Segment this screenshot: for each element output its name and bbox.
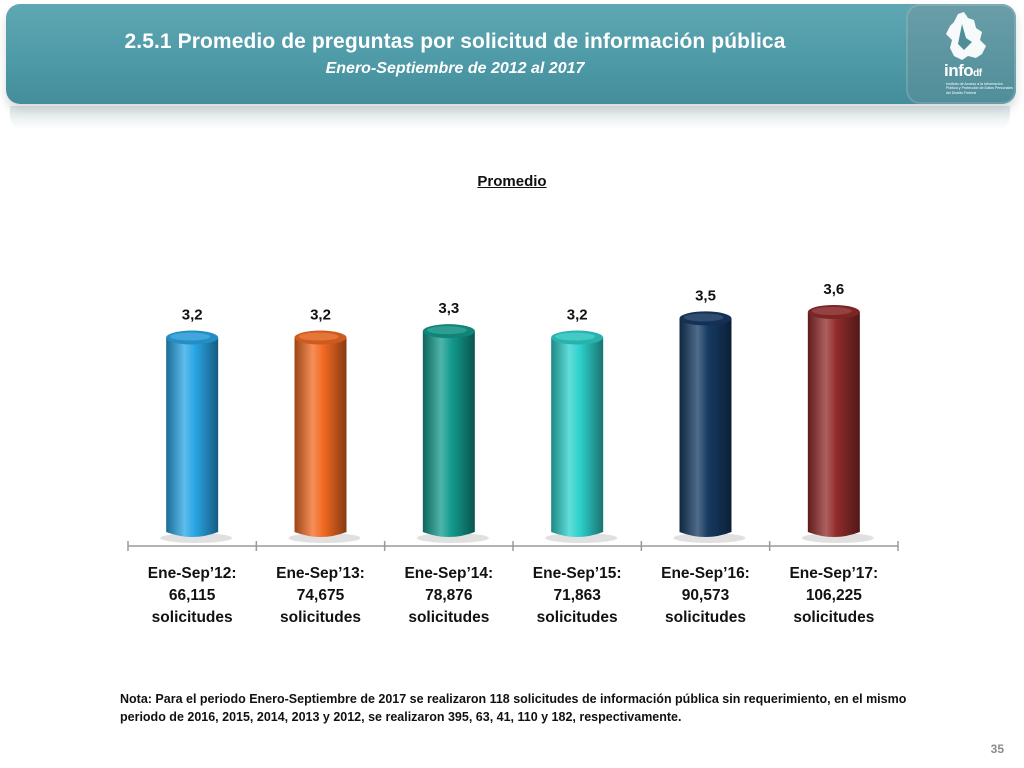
value-label: 3,3	[438, 300, 459, 317]
logo-wordmark: infodf	[944, 61, 982, 81]
category-label: Ene-Sep’16:	[661, 565, 750, 582]
footnote: Nota: Para el periodo Enero-Septiembre d…	[120, 692, 907, 724]
bar	[294, 337, 347, 537]
map-icon	[946, 12, 986, 60]
category-label: solicitudes	[537, 609, 618, 626]
bar-cap-highlight	[683, 313, 724, 322]
bar-cap-highlight	[426, 326, 467, 335]
category-label: Ene-Sep’15:	[533, 565, 622, 582]
bar-cap-highlight	[811, 307, 852, 315]
category-label: Ene-Sep’17:	[789, 565, 878, 582]
page-subtitle: Enero-Septiembre de 2012 al 2017	[325, 60, 585, 77]
bar-cap-highlight	[555, 332, 596, 341]
logo-suffix: df	[973, 68, 982, 79]
bar	[679, 318, 732, 537]
logo-caption: Instituto de Acceso a la Información Púb…	[946, 82, 1013, 95]
header-reflection	[10, 106, 1010, 130]
category-label: 90,573	[682, 587, 730, 604]
bar-cap-highlight	[298, 332, 339, 341]
bar	[422, 331, 475, 537]
category-label: solicitudes	[793, 609, 874, 626]
bar	[807, 312, 860, 537]
header-banner	[6, 4, 1016, 104]
logo-box	[906, 4, 1016, 104]
category-label: Ene-Sep’14:	[404, 565, 493, 582]
value-label: 3,2	[567, 307, 588, 324]
category-label: 66,115	[169, 587, 216, 604]
bar-cap-highlight	[170, 332, 211, 341]
category-label: 71,863	[553, 587, 601, 604]
chart-title: Promedio	[477, 173, 547, 190]
bar	[551, 337, 604, 537]
value-label: 3,2	[310, 307, 331, 324]
value-label: 3,5	[695, 287, 716, 304]
bar-chart: 3,2 Ene-Sep’12: 66,115 solicitudes 3,2 Ene-Se…	[127, 281, 899, 626]
category-label: solicitudes	[280, 609, 361, 626]
category-label: Ene-Sep’13:	[276, 565, 365, 582]
value-label: 3,6	[823, 281, 844, 298]
category-label: 106,225	[806, 587, 862, 604]
category-label: 78,876	[425, 587, 473, 604]
category-label: Ene-Sep’12:	[148, 565, 237, 582]
page-number: 35	[990, 742, 1004, 756]
category-label: solicitudes	[408, 609, 489, 626]
value-label: 3,2	[182, 307, 203, 324]
category-label: 74,675	[297, 587, 345, 604]
page-title: 2.5.1 Promedio de preguntas por solicitu…	[124, 30, 786, 53]
category-label: solicitudes	[152, 609, 233, 626]
category-label: solicitudes	[665, 609, 746, 626]
bar	[166, 337, 219, 537]
logo-name: info	[944, 61, 974, 80]
